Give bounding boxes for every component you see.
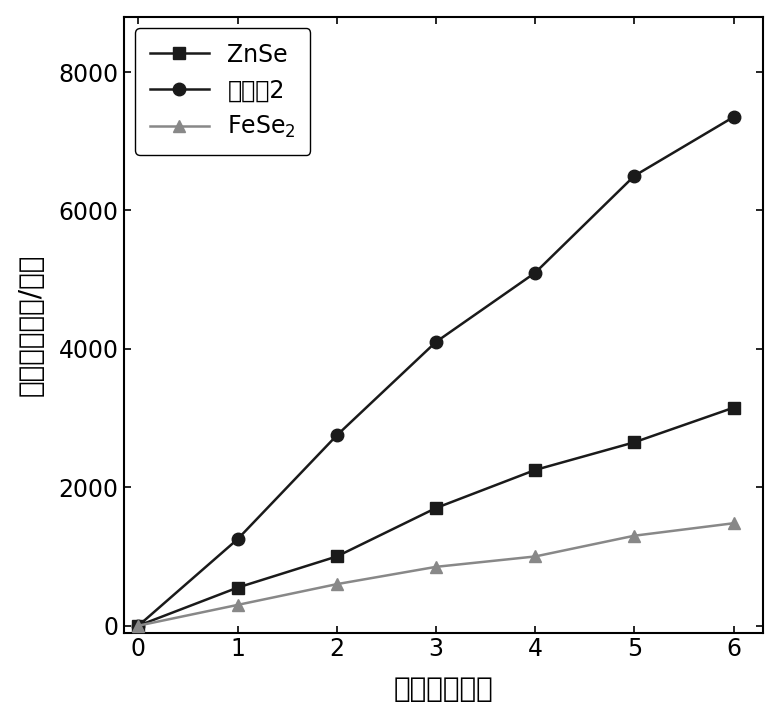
Y-axis label: 氢气（微摩尔/克）: 氢气（微摩尔/克） xyxy=(16,253,44,396)
X-axis label: 时间（小时）: 时间（小时） xyxy=(394,675,493,703)
Legend: ZnSe, 实施例2, FeSe$_{2}$: ZnSe, 实施例2, FeSe$_{2}$ xyxy=(136,29,310,155)
